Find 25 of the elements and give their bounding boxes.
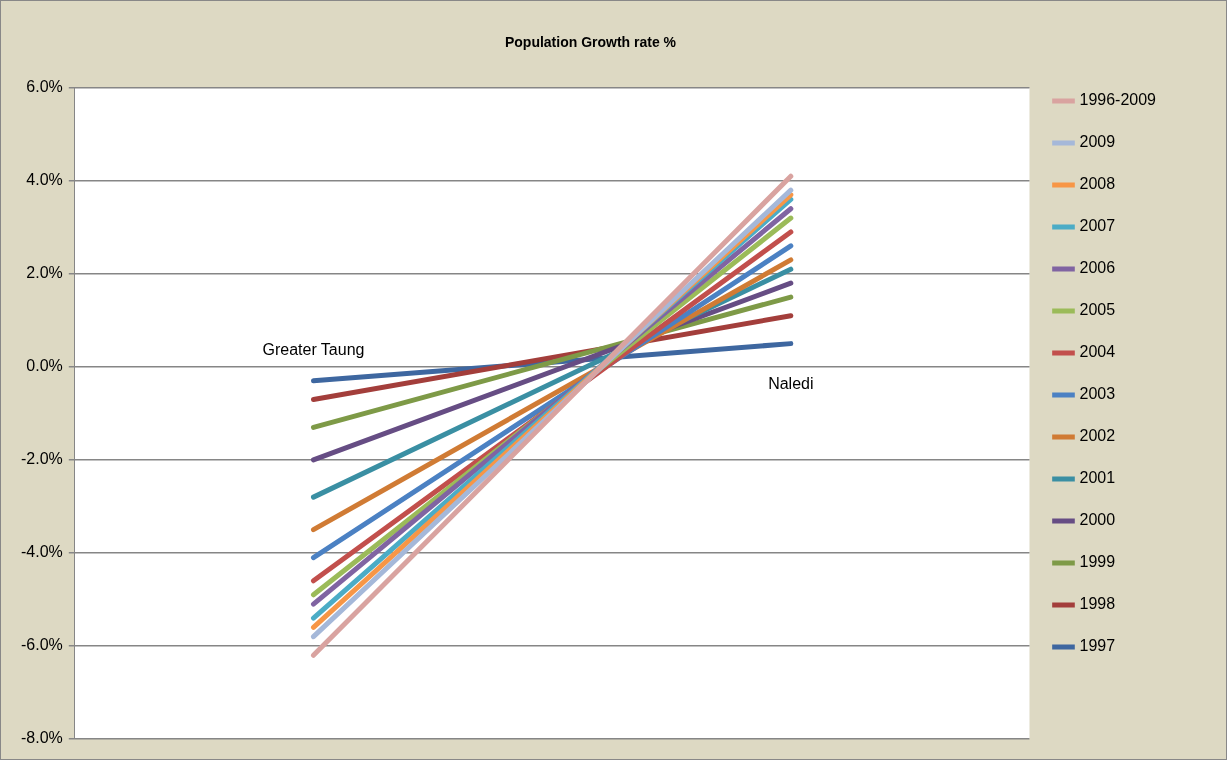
legend-label: 1997 (1079, 637, 1116, 655)
legend-label: 2005 (1079, 301, 1116, 319)
y-tick-label: 2.0% (26, 264, 63, 282)
legend-label: 2002 (1079, 427, 1116, 445)
legend-label: 2009 (1079, 133, 1116, 151)
legend-label: 2001 (1079, 469, 1116, 487)
legend-label: 2006 (1079, 259, 1116, 277)
y-tick-label: -4.0% (21, 543, 63, 561)
legend-label: 1999 (1079, 553, 1116, 571)
x-tick-label: Greater Taung (262, 341, 365, 359)
chart-title: Population Growth rate % (504, 34, 677, 51)
y-tick-label: -2.0% (21, 450, 63, 468)
y-tick-label: 6.0% (26, 78, 63, 96)
y-tick-label: 4.0% (26, 171, 63, 189)
legend-label: 1996-2009 (1079, 91, 1157, 109)
y-tick-label: 0.0% (26, 357, 63, 375)
legend-label: 1998 (1079, 595, 1116, 613)
y-tick-label: -8.0% (21, 729, 63, 747)
legend-label: 2004 (1079, 343, 1116, 361)
y-tick-label: -6.0% (21, 636, 63, 654)
legend-label: 2008 (1079, 175, 1116, 193)
legend-label: 2003 (1079, 385, 1116, 403)
legend-label: 2000 (1079, 511, 1116, 529)
x-tick-label: Naledi (768, 375, 814, 393)
legend-label: 2007 (1079, 217, 1116, 235)
